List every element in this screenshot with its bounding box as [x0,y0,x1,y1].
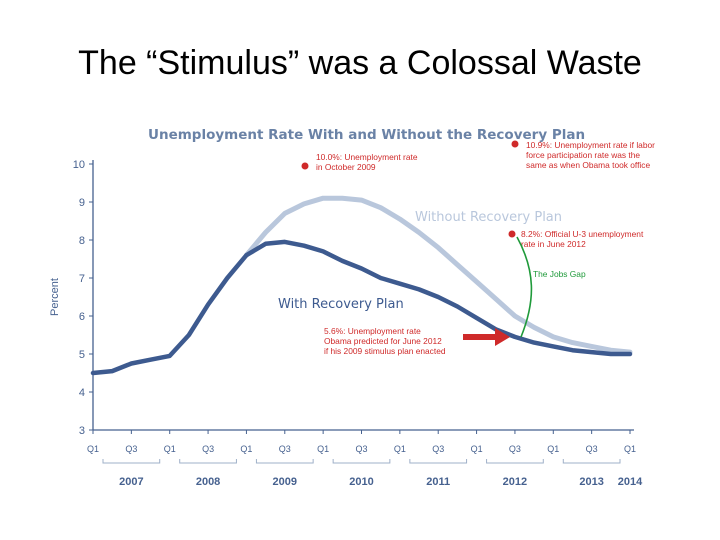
year-bracket [179,459,237,464]
x-tick-label: Q3 [279,444,291,454]
year-bracket [486,459,544,464]
x-tick-label: Q1 [547,444,559,454]
dot-labor-force [511,140,519,148]
annotation-predicted: 5.6%: Unemployment rate Obama predicted f… [324,326,446,356]
series-line-with [90,239,633,376]
annotation-oct2009: 10.0%: Unemployment rate in October 2009 [316,152,418,172]
x-tick-label: Q1 [240,444,252,454]
series-label-without: Without Recovery Plan [415,210,562,225]
annotation-labor-force: 10.9%: Unemployment rate if labor force p… [526,140,655,170]
jobs-gap-line [516,236,533,338]
y-tick-label: 10 [73,159,85,171]
y-tick-label: 7 [79,273,85,285]
x-tick-label: Q1 [164,444,176,454]
x-tick-label: Q1 [394,444,406,454]
year-label: 2008 [196,476,220,488]
year-label: 2007 [119,476,143,488]
y-tick-label: 3 [79,425,85,437]
year-label: 2011 [426,476,450,488]
year-label: 2014 [618,476,643,488]
slide-title: The “Stimulus” was a Colossal Waste [78,44,642,82]
y-tick-label: 6 [79,311,85,323]
year-bracket [255,459,314,464]
annotation-u3: 8.2%: Official U-3 unemployment rate in J… [521,229,644,249]
series-label-with: With Recovery Plan [278,297,404,312]
y-tick-label: 5 [79,349,85,361]
dot-oct2009 [301,162,309,170]
dot-u3 [508,230,516,238]
year-bracket [562,459,621,464]
x-tick-label: Q3 [509,444,521,454]
year-label: 2012 [503,476,527,488]
x-tick-label: Q1 [471,444,483,454]
year-bracket [332,459,391,464]
x-tick-label: Q3 [586,444,598,454]
year-bracket [409,459,468,464]
x-tick-label: Q3 [432,444,444,454]
y-tick-label: 8 [79,235,85,247]
x-tick-label: Q3 [355,444,367,454]
x-tick-label: Q3 [202,444,214,454]
year-bracket [102,459,161,464]
x-tick-label: Q1 [87,444,99,454]
x-tick-label: Q1 [624,444,636,454]
year-label: 2010 [349,476,373,488]
x-tick-label: Q3 [125,444,137,454]
annotation-jobs-gap: The Jobs Gap [533,269,586,279]
year-label: 2009 [273,476,297,488]
series-line-without [243,195,633,355]
chart-title: Unemployment Rate With and Without the R… [148,127,585,143]
y-tick-label: 9 [79,197,85,209]
predicted-arrow [463,328,510,346]
x-tick-label: Q1 [317,444,329,454]
y-axis-label: Percent [49,278,61,316]
year-label: 2013 [579,476,603,488]
y-tick-label: 4 [79,387,85,399]
